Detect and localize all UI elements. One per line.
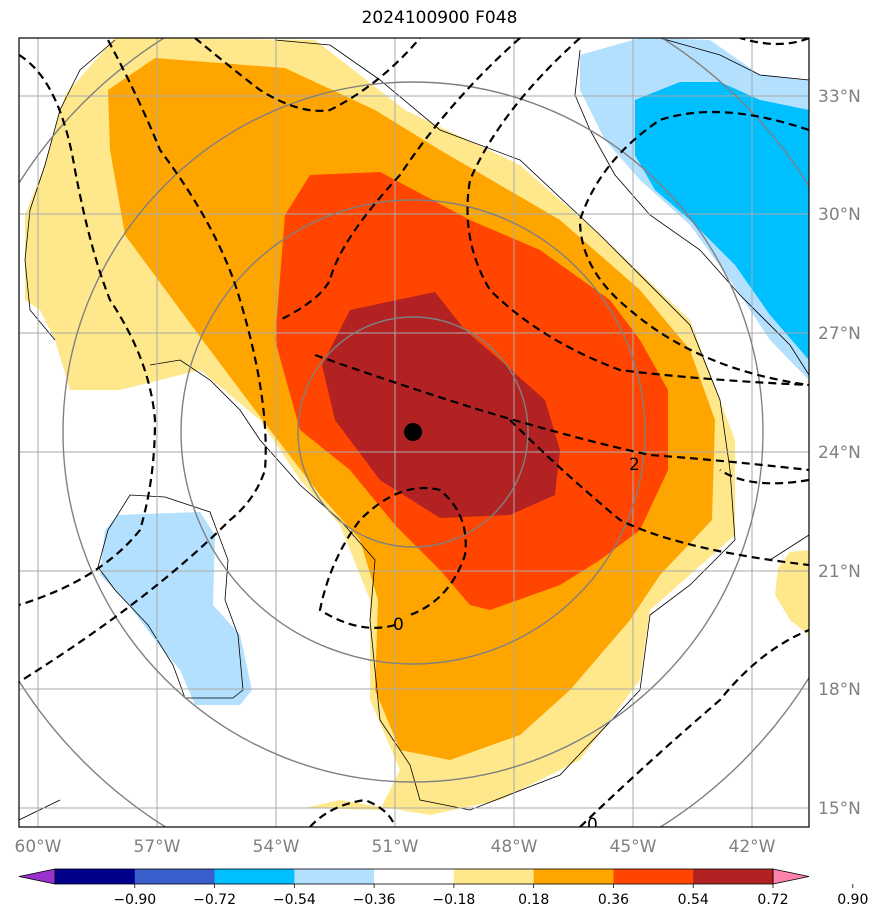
colorbar-segment [693,869,774,884]
colorbar-segment [613,869,694,884]
colorbar-tick-label: −0.18 [432,892,475,908]
field-deep-sky-blue-ne [635,82,809,360]
x-tick-label: 42°W [729,837,776,857]
chart-title: 2024100900 F048 [361,8,518,28]
field-light-blue-sw [100,512,252,705]
x-tick-label: 57°W [134,837,181,857]
colorbar-segment [294,869,375,884]
x-tick-label: 45°W [610,837,657,857]
colorbar-tick-label: 0.72 [757,892,788,908]
y-tick-label: 27°N [818,324,861,344]
y-tick-label: 24°N [818,443,861,463]
storm-center-marker [404,423,422,441]
contour-label-0a: 0 [393,615,404,635]
colorbar-extend-high [772,868,810,885]
colorbar-tick-label: 0.18 [518,892,549,908]
colorbar-segment [453,869,535,884]
colorbar-extend-low [18,868,56,885]
y-tick-labels: 15°N 18°N 21°N 24°N 27°N 30°N 33°N [818,87,861,819]
colorbar-outline [54,868,774,885]
x-tick-label: 51°W [372,837,419,857]
x-tick-label: 54°W [253,837,300,857]
colorbar-tick-label: 0.54 [678,892,709,908]
contour-labels: 0 2 0 [393,455,640,835]
colorbar-tick-label: −0.90 [113,892,156,908]
colorbar-tick-label: 0.36 [598,892,629,908]
shaded-fields [25,38,809,815]
field-dark-red [322,292,560,518]
colorbar-tick-label: 0.90 [837,892,868,908]
x-tick-labels: 60°W 57°W 54°W 51°W 48°W 45°W 42°W [15,837,776,857]
colorbar-segment [533,869,614,884]
x-tick-label: 48°W [491,837,538,857]
x-tick-label: 60°W [15,837,62,857]
range-rings [19,38,809,827]
contour-label-0b: 0 [587,815,598,835]
colorbar-tick-label: −0.72 [193,892,236,908]
contour-label-2: 2 [629,455,640,475]
y-tick-label: 33°N [818,87,861,107]
colorbar: −0.90 −0.72 −0.54 −0.36 −0.18 0.18 0.36 0.54 0.7… [18,868,868,908]
colorbar-segment [214,869,295,884]
colorbar-segment [374,869,455,884]
y-tick-label: 21°N [818,562,861,582]
plot-frame [18,37,810,828]
y-tick-label: 15°N [818,799,861,819]
dashed-contours [19,38,809,827]
colorbar-tick-label: −0.54 [273,892,316,908]
colorbar-tick-label: −0.36 [353,892,396,908]
gridlines [19,38,809,827]
y-tick-label: 18°N [818,680,861,700]
y-tick-label: 30°N [818,205,861,225]
colorbar-segment [134,869,216,884]
map-plot-area: 0 2 0 [19,38,809,835]
colorbar-segment [55,869,136,884]
